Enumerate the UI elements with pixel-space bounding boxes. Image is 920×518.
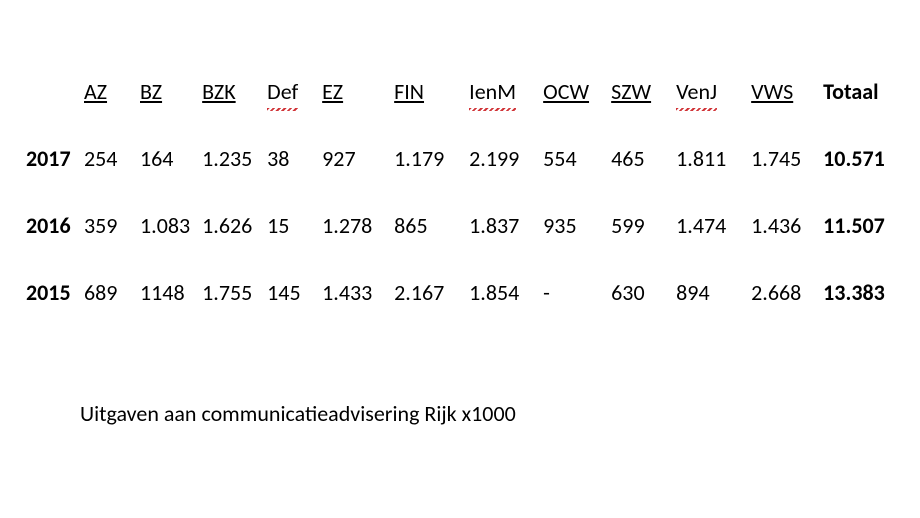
cell-value: 554 (537, 145, 605, 172)
page: AZ BZ BZK Def EZ FIN IenM OCW SZW VenJ V… (0, 0, 920, 518)
table-row: 2016 359 1.083 1.626 15 1.278 865 1.837 … (20, 212, 897, 239)
col-header-vws: VWS (745, 78, 817, 105)
cell-value: 599 (605, 212, 670, 239)
table-row: 2017 254 164 1.235 38 927 1.179 2.199 55… (20, 145, 897, 172)
cell-value: 1.626 (196, 212, 261, 239)
cell-value: 254 (78, 145, 134, 172)
cell-value: 2.167 (388, 279, 463, 306)
cell-total: 13.383 (817, 279, 897, 306)
cell-value: 1.854 (463, 279, 537, 306)
cell-value: 630 (605, 279, 670, 306)
cell-year: 2015 (20, 279, 78, 306)
cell-value: 689 (78, 279, 134, 306)
table-caption: Uitgaven aan communicatieadvisering Rijk… (80, 400, 516, 427)
col-header-venj: VenJ (670, 78, 745, 105)
col-header-az: AZ (78, 78, 134, 105)
cell-total: 10.571 (817, 145, 897, 172)
cell-value: 935 (537, 212, 605, 239)
cell-value: 1.745 (745, 145, 817, 172)
cell-value: 1.433 (316, 279, 388, 306)
cell-value: 927 (316, 145, 388, 172)
cell-value: 38 (261, 145, 316, 172)
cell-value: 2.668 (745, 279, 817, 306)
col-header-ez: EZ (316, 78, 388, 105)
table-row: 2015 689 1148 1.755 145 1.433 2.167 1.85… (20, 279, 897, 306)
col-header-szw: SZW (605, 78, 670, 105)
cell-value: 1.755 (196, 279, 261, 306)
cell-value: 1.278 (316, 212, 388, 239)
col-header-total: Totaal (817, 78, 897, 105)
cell-year: 2016 (20, 212, 78, 239)
cell-value: 1.179 (388, 145, 463, 172)
cell-year: 2017 (20, 145, 78, 172)
table-header-row: AZ BZ BZK Def EZ FIN IenM OCW SZW VenJ V… (20, 78, 897, 105)
expenditure-table: AZ BZ BZK Def EZ FIN IenM OCW SZW VenJ V… (20, 78, 897, 306)
cell-value: 359 (78, 212, 134, 239)
col-header-ienm: IenM (463, 78, 537, 105)
cell-value: 145 (261, 279, 316, 306)
cell-value: 894 (670, 279, 745, 306)
cell-value: 15 (261, 212, 316, 239)
col-header-year (20, 78, 78, 105)
col-header-bzk: BZK (196, 78, 261, 105)
cell-value: 865 (388, 212, 463, 239)
cell-value: 2.199 (463, 145, 537, 172)
cell-value: 1.436 (745, 212, 817, 239)
col-header-bz: BZ (134, 78, 196, 105)
cell-total: 11.507 (817, 212, 897, 239)
cell-value: 1148 (134, 279, 196, 306)
cell-value: 1.811 (670, 145, 745, 172)
col-header-ocw: OCW (537, 78, 605, 105)
col-header-fin: FIN (388, 78, 463, 105)
cell-value: 1.837 (463, 212, 537, 239)
cell-value: 465 (605, 145, 670, 172)
cell-value: 1.083 (134, 212, 196, 239)
cell-value: - (537, 279, 605, 306)
cell-value: 1.474 (670, 212, 745, 239)
cell-value: 1.235 (196, 145, 261, 172)
cell-value: 164 (134, 145, 196, 172)
col-header-def: Def (261, 78, 316, 105)
